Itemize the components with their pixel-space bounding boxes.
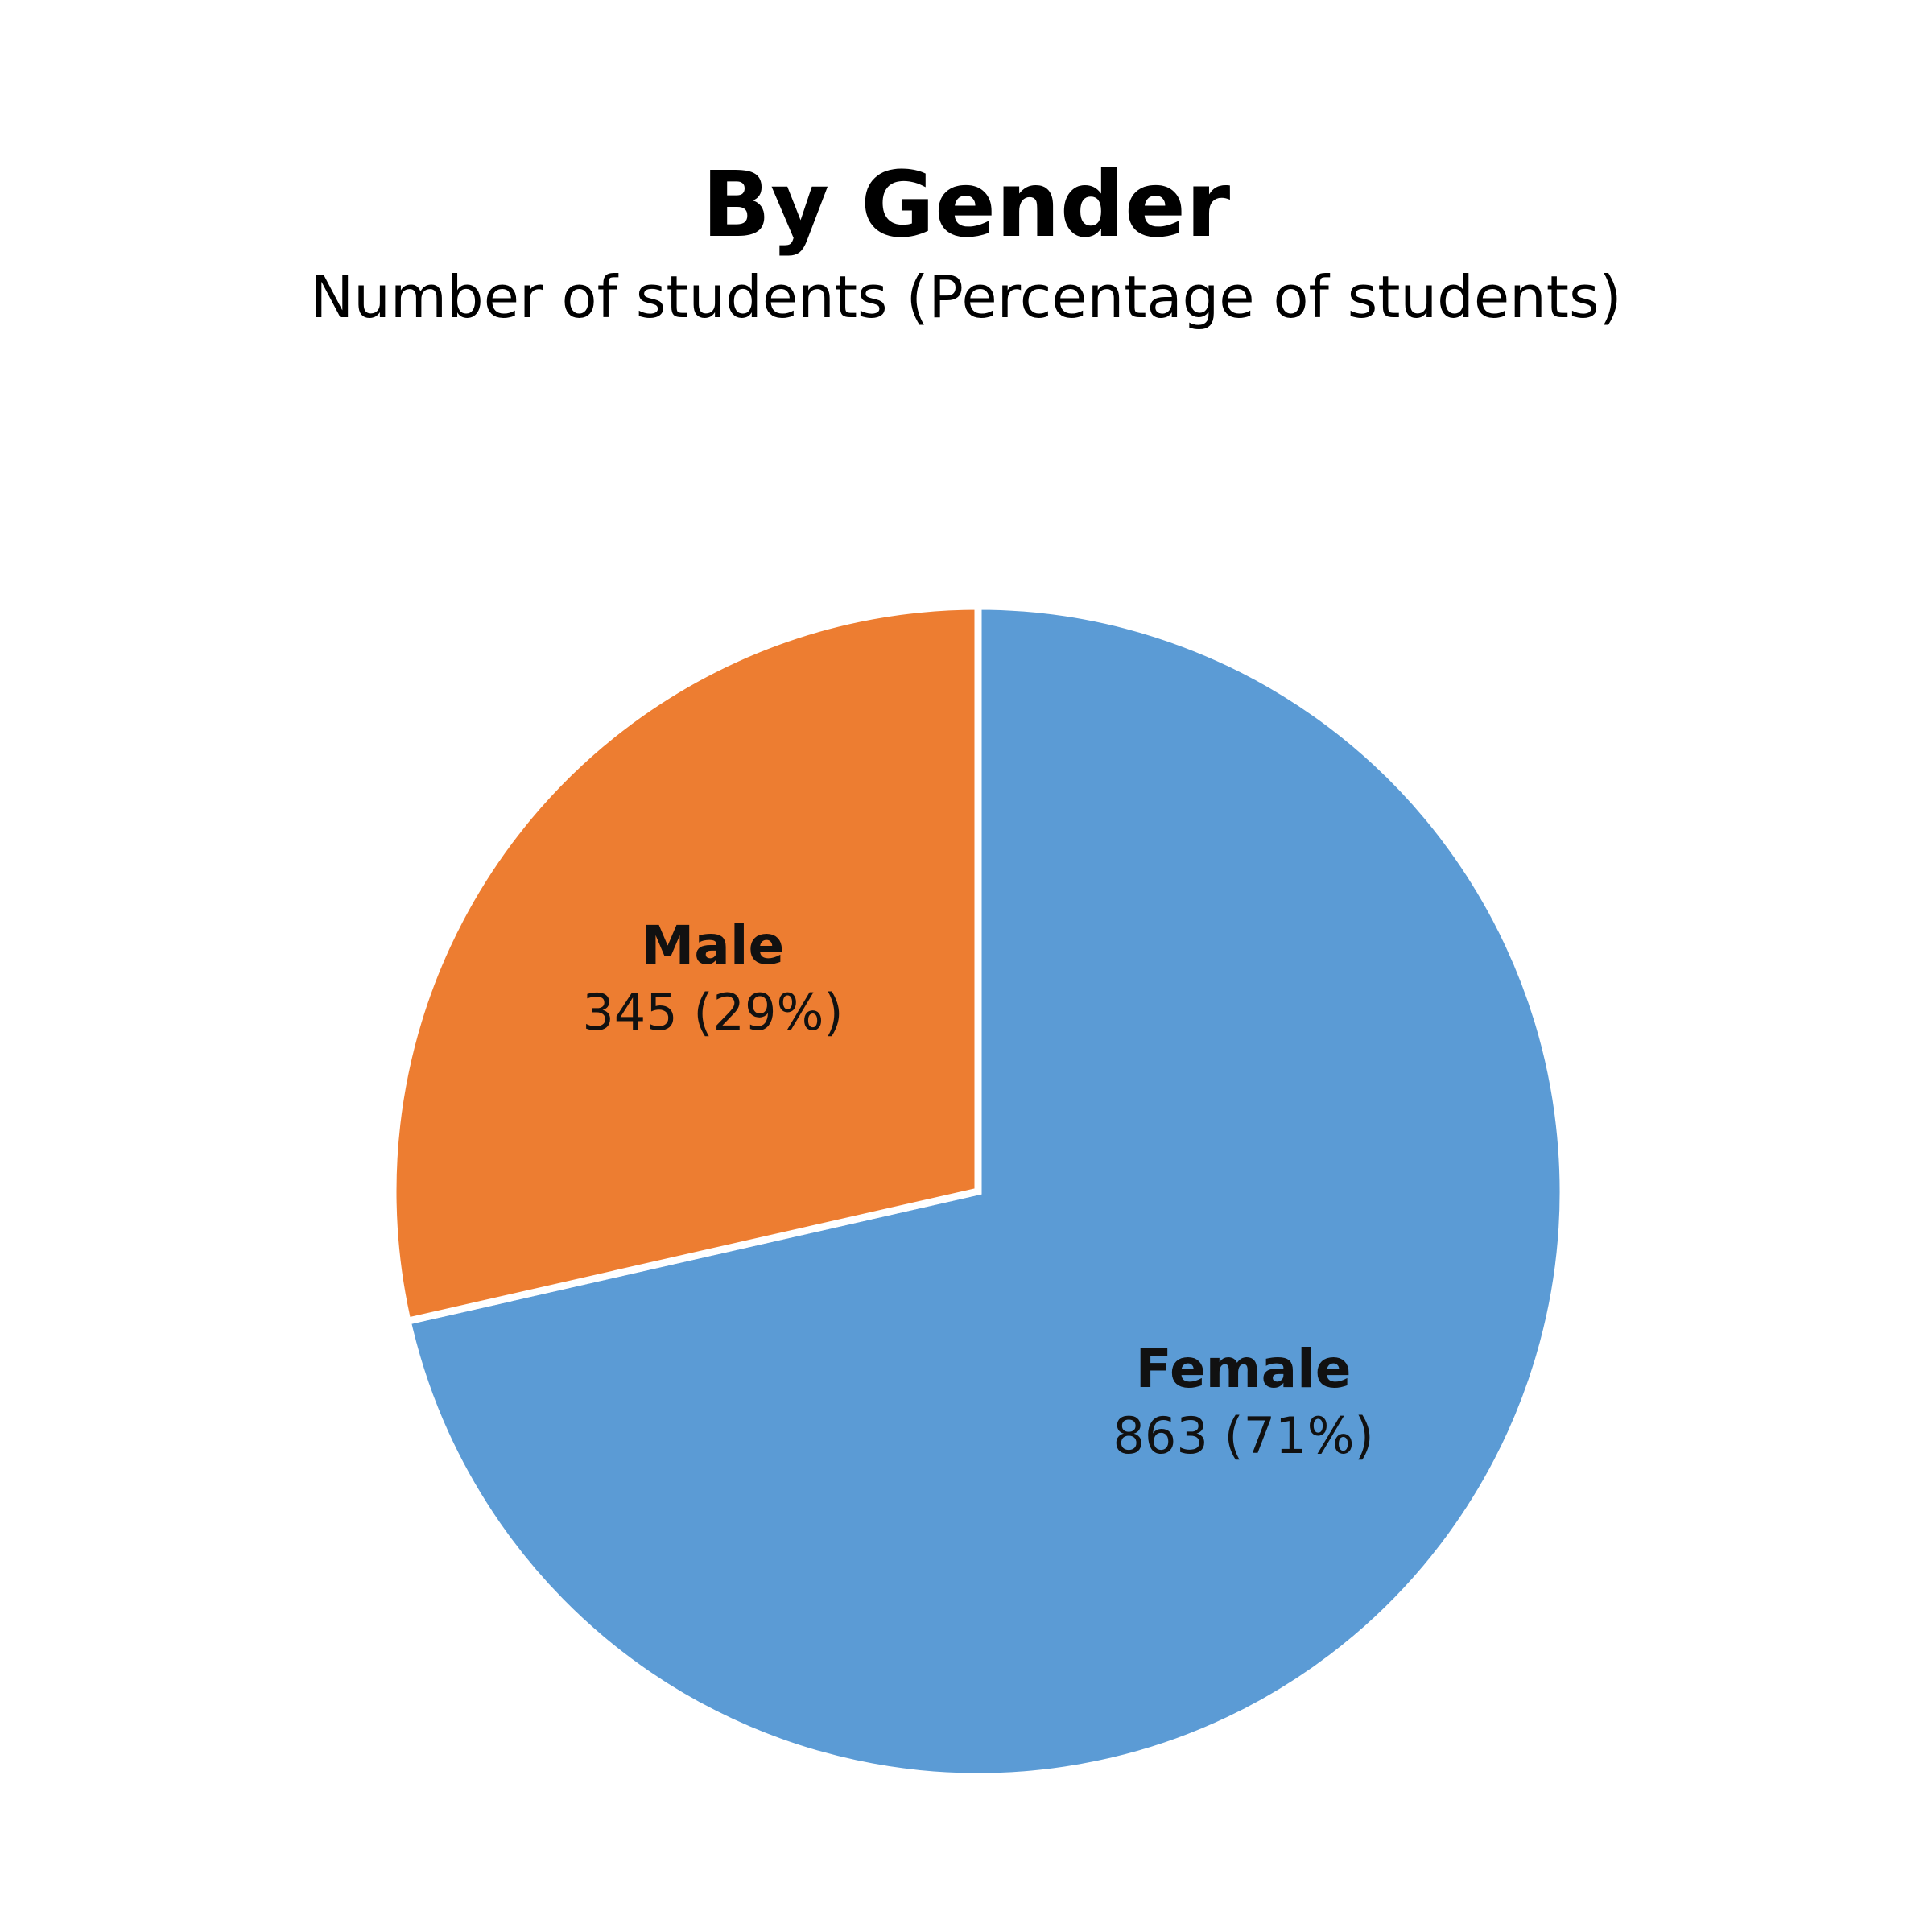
pie-slice-female [402, 602, 1567, 1781]
slice-value-male: 345 (29%) [582, 983, 843, 1042]
chart-title: By Gender [701, 153, 1231, 258]
slice-label-female: Female [1136, 1338, 1352, 1400]
chart-header: By Gender Number of students (Percentage… [0, 153, 1932, 333]
pie-slice-male [389, 602, 982, 1326]
slice-value-female: 863 (71%) [1113, 1406, 1373, 1465]
slice-label-male: Male [642, 914, 785, 976]
chart-subtitle: Number of students (Percentage of studen… [310, 263, 1622, 331]
